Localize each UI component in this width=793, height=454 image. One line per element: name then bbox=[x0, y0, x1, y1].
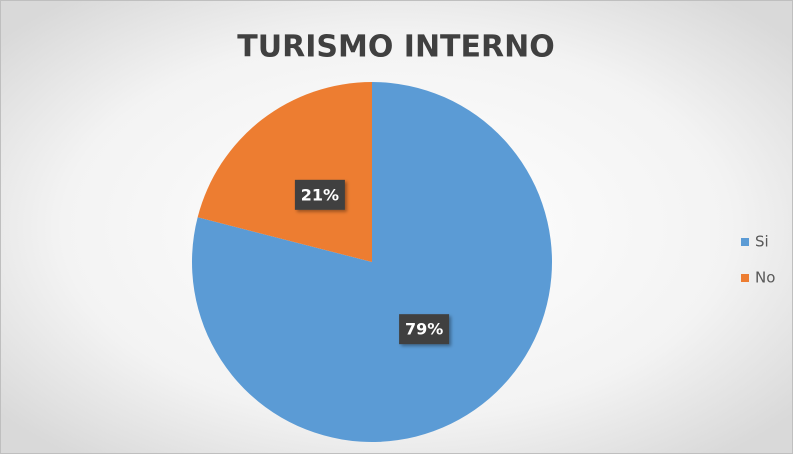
legend-label: Si bbox=[755, 233, 769, 251]
pie-slice bbox=[197, 82, 372, 262]
legend-marker bbox=[741, 274, 749, 282]
data-label-text: 79% bbox=[405, 320, 443, 339]
data-label: 79% bbox=[399, 314, 450, 345]
legend-label: No bbox=[755, 269, 775, 287]
pie-slice bbox=[191, 82, 552, 443]
data-label-box bbox=[399, 314, 450, 345]
data-label-box bbox=[294, 179, 345, 210]
chart-title: TURISMO INTERNO bbox=[237, 30, 554, 65]
legend-marker bbox=[741, 238, 749, 246]
data-label: 21% bbox=[294, 179, 345, 210]
data-label-text: 21% bbox=[301, 185, 339, 204]
